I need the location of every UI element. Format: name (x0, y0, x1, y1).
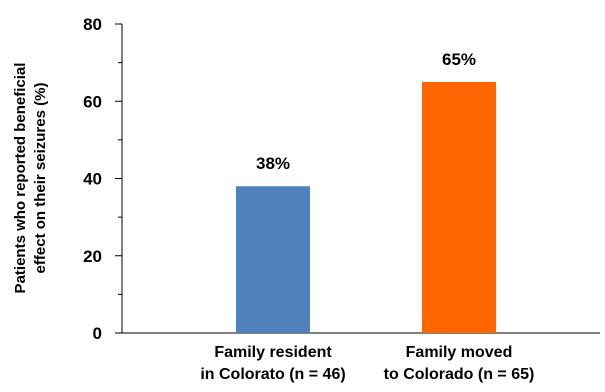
y-axis-label-line-1: Patients who reported beneficial (12, 63, 29, 294)
category-label: Family resident (214, 344, 332, 361)
y-ticks: 0 20 40 60 80 (83, 15, 122, 343)
y-tick-label: 80 (83, 15, 102, 34)
y-axis-label: Patients who reported beneficial effect … (12, 63, 49, 294)
data-label: 38% (256, 154, 290, 173)
bars (236, 81, 496, 333)
data-label: 65% (442, 50, 476, 69)
bar (422, 81, 496, 333)
y-tick-label: 40 (83, 170, 102, 189)
category-label: to Colorado (n = 65) (384, 366, 535, 383)
category-labels: Family resident in Colorato (n = 46) Famil… (200, 344, 534, 383)
y-tick-label: 0 (93, 324, 102, 343)
category-label: in Colorato (n = 46) (200, 366, 345, 383)
axes (121, 24, 600, 334)
data-labels: 38% 65% (256, 50, 476, 173)
category-label: Family moved (406, 344, 513, 361)
bar (236, 186, 310, 333)
y-tick-label: 60 (83, 92, 102, 111)
y-axis-label-line-2: effect on their seizures (%) (32, 83, 49, 274)
y-tick-label: 20 (83, 247, 102, 266)
